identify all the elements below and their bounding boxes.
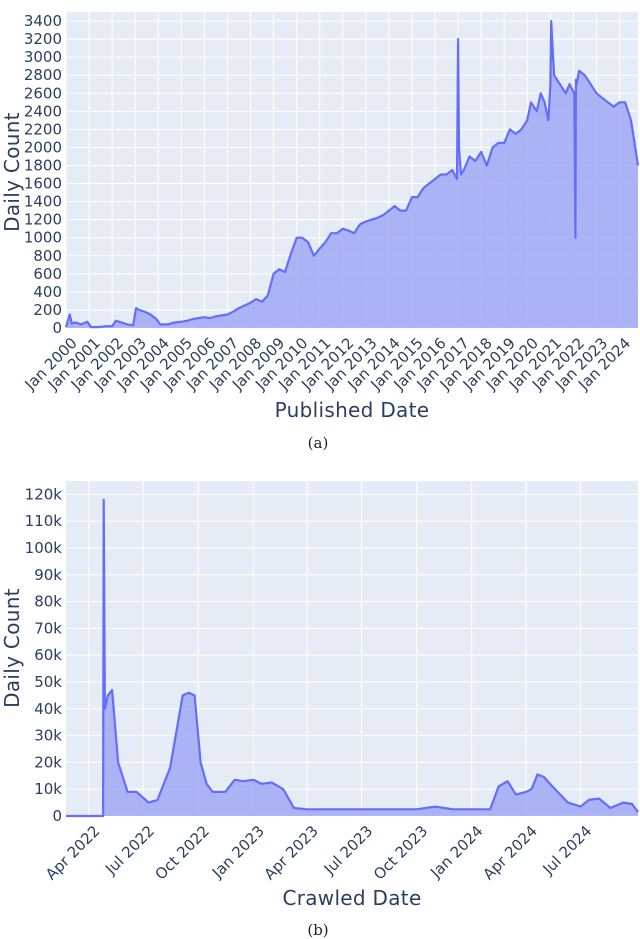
y-tick-label: 2000 [24,138,62,156]
y-ticks-b: 0 10k 20k 30k 40k 50k 60k 70k 80k 90k 100k 110k 120k [25,485,63,825]
y-tick-label: 50k [34,673,62,691]
area-series-b [66,499,638,816]
x-axis-title-b: Crawled Date [282,886,421,910]
chart-b: 0 10k 20k 30k 40k 50k 60k 70k 80k 90k 100k 110k 120k… [0,481,639,939]
y-tick-label: 60k [34,646,62,664]
y-tick-label: 3200 [24,30,62,48]
plot-area-b [66,481,638,816]
x-tick-label: Jul 2022 [101,822,158,879]
y-axis-title-a: Daily Count [0,112,24,232]
y-tick-label: 3400 [24,12,62,30]
y-tick-label: 2400 [24,102,62,120]
y-tick-label: 120k [25,485,63,503]
y-ticks-a: 0200400600800100012001400160018002000220… [24,12,62,337]
x-axis-title-a: Published Date [275,398,430,422]
x-tick-label: Apr 2024 [479,822,540,883]
y-tick-label: 1000 [24,229,62,247]
x-tick-label: Oct 2023 [370,822,431,883]
y-tick-label: 0 [52,807,62,825]
line-series-a [64,19,640,329]
y-tick-label: 10k [34,780,62,798]
y-tick-label: 40k [34,700,62,718]
y-tick-label: 110k [25,512,63,530]
y-tick-label: 1800 [24,156,62,174]
y-tick-label: 30k [34,727,62,745]
x-tick-label: Jul 2024 [539,822,596,879]
y-tick-label: 70k [34,619,62,637]
y-tick-label: 3000 [24,48,62,66]
y-tick-label: 90k [34,566,62,584]
y-tick-label: 0 [52,319,62,337]
x-tick-label: Jan 2024 [426,822,486,882]
y-tick-label: 2600 [24,84,62,102]
y-tick-label: 80k [34,593,62,611]
y-tick-label: 600 [33,265,62,283]
y-tick-label: 20k [34,753,62,771]
area-series-a [66,21,638,328]
y-tick-label: 400 [33,283,62,301]
chart-a: 0200400600800100012001400160018002000220… [0,12,640,452]
y-tick-label: 1200 [24,211,62,229]
y-axis-title-b: Daily Count [0,588,24,708]
caption-a: (a) [308,434,329,452]
line-series-b [66,498,639,818]
y-tick-label: 800 [33,247,62,265]
x-tick-label: Jul 2023 [320,822,377,879]
x-tick-label: Jan 2023 [208,822,268,882]
x-tick-label: Apr 2022 [42,822,103,883]
y-tick-label: 1600 [24,175,62,193]
x-tick-label: Oct 2022 [152,822,213,883]
y-tick-label: 1400 [24,193,62,211]
y-tick-label: 2200 [24,120,62,138]
y-tick-label: 2800 [24,66,62,84]
y-tick-label: 100k [25,539,63,557]
x-tick-label: Apr 2023 [260,822,321,883]
caption-b: (b) [307,921,328,939]
y-tick-label: 200 [33,301,62,319]
